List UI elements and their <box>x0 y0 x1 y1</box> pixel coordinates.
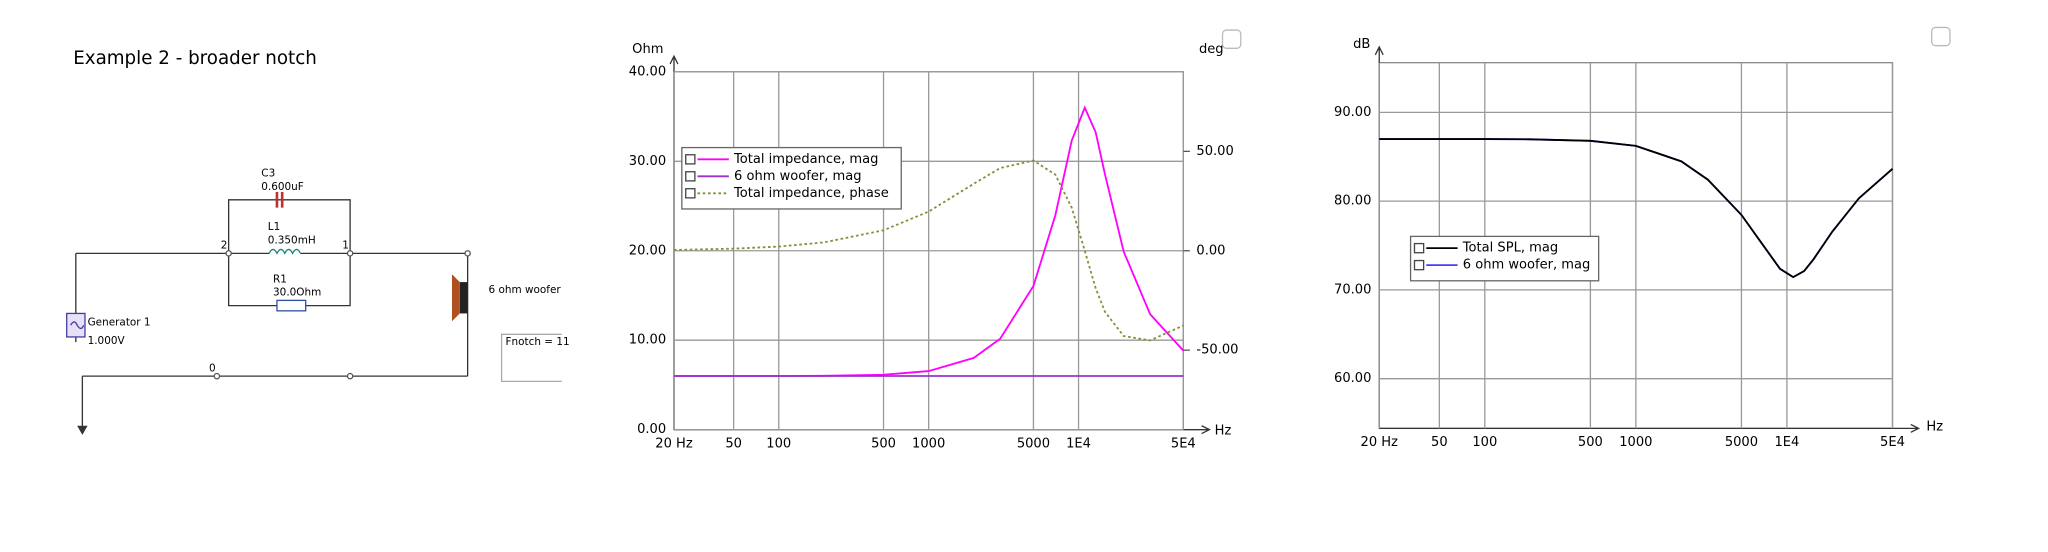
series-line <box>673 159 1184 342</box>
legend-box <box>1409 235 1600 282</box>
y-axis-label: Ohm <box>632 42 663 57</box>
checkbox[interactable] <box>1931 26 1951 47</box>
legend-label: Total SPL, mag <box>1462 241 1558 256</box>
legend-label: 6 ohm woofer, mag <box>734 169 861 184</box>
legend-checkbox[interactable] <box>1413 259 1425 271</box>
node-label: 2 <box>221 240 228 252</box>
generator <box>66 312 86 338</box>
y-axis-label: dB <box>1353 37 1370 52</box>
x-axis-label: Hz <box>1926 420 1943 435</box>
component-name: L1 <box>268 221 280 233</box>
generator-symbol <box>70 321 85 330</box>
y-tick-label: 70.00 <box>1334 282 1371 297</box>
x-tick-label: 50 <box>725 437 742 452</box>
y-tick-label: 30.00 <box>629 154 666 169</box>
load-label: 6 ohm woofer <box>489 284 562 296</box>
x-tick-label: 1E4 <box>1066 437 1091 452</box>
x-tick-label: 1E4 <box>1774 435 1799 450</box>
node <box>225 250 232 257</box>
legend-label: 6 ohm woofer, mag <box>1463 258 1590 273</box>
component-name: R1 <box>273 273 287 285</box>
y-tick-label: 80.00 <box>1334 194 1371 209</box>
x-tick-label: 20 Hz <box>1361 435 1399 450</box>
note-box <box>500 333 562 383</box>
inductor <box>268 248 302 255</box>
y-tick-label: 10.00 <box>629 333 666 348</box>
legend-checkbox[interactable] <box>685 188 696 199</box>
component-value: 0.350mH <box>268 234 316 246</box>
chart: 20 Hz 50 100 500 1000 5000 1E4 5E4 0.00 10.00 20.0… <box>629 42 1239 451</box>
component-value: 1.000V <box>88 335 126 347</box>
x-axis-label: Hz <box>1215 423 1232 438</box>
speaker-cone <box>451 274 460 322</box>
node <box>213 372 221 380</box>
y-tick-label: 0.00 <box>637 422 666 437</box>
component-value: 0.600uF <box>261 181 304 193</box>
y2-tick-label: 0.00 <box>1196 243 1225 258</box>
x-tick-label: 1000 <box>1619 435 1652 450</box>
note: Fnotch = 11 <box>506 336 570 348</box>
x-tick-label: 5E4 <box>1171 437 1196 452</box>
node-label: 0 <box>209 362 216 374</box>
legend-checkbox[interactable] <box>1413 242 1425 254</box>
x-tick-label: 5000 <box>1017 437 1050 452</box>
schematic-title: Example 2 - broader notch <box>73 48 317 69</box>
schematic: Example 2 - broader notch C3 0.600uF L1 … <box>66 48 570 435</box>
x-tick-label: 20 Hz <box>655 437 693 452</box>
legend-checkbox[interactable] <box>685 171 696 182</box>
component-name: C3 <box>261 168 275 180</box>
x-tick-label: 100 <box>766 437 791 452</box>
node-label: 1 <box>342 240 349 252</box>
node <box>346 250 354 257</box>
node <box>464 250 471 257</box>
y2-axis-label: deg <box>1199 42 1224 57</box>
resistor <box>276 299 307 312</box>
chart: 20 Hz 50 100 500 1000 5000 1E4 5E4 60.00 70.00 80.… <box>1334 37 1943 450</box>
legend-label: Total impedance, mag <box>733 152 878 167</box>
x-tick-label: 50 <box>1431 435 1448 450</box>
legend-checkbox[interactable] <box>685 154 696 165</box>
x-tick-label: 5E4 <box>1880 435 1905 450</box>
y-tick-label: 20.00 <box>629 243 666 258</box>
x-tick-label: 1000 <box>912 437 945 452</box>
series-line <box>1379 138 1894 279</box>
capacitor <box>275 191 279 208</box>
speaker <box>459 282 468 314</box>
y-tick-label: 60.00 <box>1334 371 1371 386</box>
node <box>346 372 354 380</box>
capacitor <box>280 191 284 208</box>
x-tick-label: 500 <box>871 437 896 452</box>
legend-box <box>681 146 902 210</box>
ground <box>77 425 88 435</box>
y-tick-label: 90.00 <box>1334 105 1371 120</box>
y2-tick-label: -50.00 <box>1196 343 1238 358</box>
x-tick-label: 5000 <box>1725 435 1758 450</box>
y2-tick-label: 50.00 <box>1196 144 1233 159</box>
component-name: Generator 1 <box>88 317 151 329</box>
component-value: 30.0Ohm <box>273 287 321 299</box>
y-tick-label: 40.00 <box>629 64 666 79</box>
x-tick-label: 500 <box>1578 435 1603 450</box>
x-tick-label: 100 <box>1472 435 1497 450</box>
legend-label: Total impedance, phase <box>733 186 889 201</box>
checkbox[interactable] <box>1221 29 1242 49</box>
